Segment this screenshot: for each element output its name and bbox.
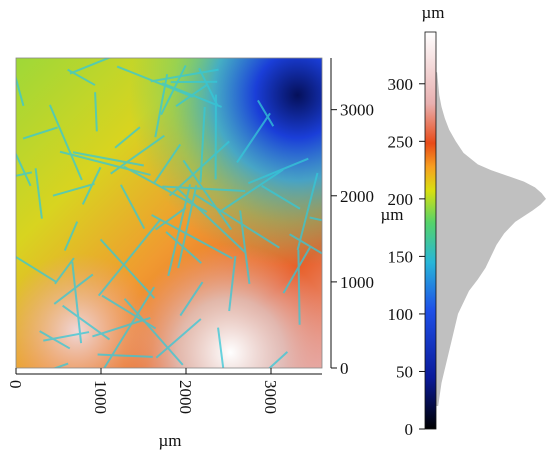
crack-line (296, 172, 319, 251)
crack-line (81, 166, 102, 205)
crack-line (176, 187, 246, 254)
crack-line (34, 168, 43, 219)
crack-line (194, 193, 280, 249)
x-axis: 0 1000 2000 3000 (6, 368, 322, 414)
y-tick-label: 0 (340, 359, 349, 378)
crack-line (103, 286, 155, 368)
crack-line (297, 249, 301, 325)
crack-line (218, 168, 284, 214)
colorbar-ticks: 0 50 100 150 200 250 300 (388, 75, 425, 439)
x-axis-label: µm (158, 431, 181, 450)
crack-line (97, 353, 153, 358)
height-map-frame (15, 57, 323, 369)
crack-line (114, 126, 141, 149)
crack-line (169, 140, 230, 197)
crack-line (198, 67, 219, 107)
crack-line (71, 261, 83, 344)
crack-line (119, 184, 146, 230)
y-axis-label: µm (380, 205, 403, 224)
crack-line (99, 238, 156, 299)
y-axis: 0 1000 2000 3000 (330, 58, 374, 378)
crack-line (257, 99, 275, 127)
y-tick-label: 2000 (340, 187, 374, 206)
height-histogram (436, 72, 546, 406)
crack-line (177, 185, 198, 269)
colorbar-tick-label: 150 (388, 247, 414, 266)
colorbar-tick-label: 0 (405, 420, 414, 439)
crack-line (69, 58, 112, 75)
crack-line (154, 73, 169, 138)
colorbar-tick-label: 250 (388, 132, 414, 151)
x-tick-label: 3000 (261, 380, 280, 414)
crack-line (162, 185, 246, 192)
crack-line (248, 157, 309, 185)
crack-line (236, 112, 271, 163)
crack-line (261, 184, 301, 210)
height-map-low-region (16, 58, 322, 368)
crack-line (182, 159, 233, 231)
crack-line (16, 255, 58, 284)
crack-line (155, 206, 187, 231)
colorbar-tick-label: 100 (388, 305, 414, 324)
x-tick-label: 1000 (91, 380, 110, 414)
crack-line (16, 75, 25, 107)
crack-line (239, 210, 251, 285)
colorbar-unit: µm (421, 3, 444, 22)
crack-line (67, 68, 96, 86)
y-tick-label: 3000 (340, 101, 374, 120)
crack-line (167, 184, 192, 277)
crack-line (72, 151, 144, 167)
crack-line (63, 221, 79, 251)
crack-line (53, 273, 94, 305)
crack-line (110, 134, 165, 175)
colorbar (425, 32, 436, 429)
crack-line (123, 298, 184, 366)
crack-line (59, 150, 151, 176)
colorbar-frame (424, 31, 437, 430)
crack-line (153, 143, 182, 184)
crack-line (43, 331, 90, 342)
crack-network (16, 58, 322, 368)
height-map (16, 58, 322, 368)
x-tick-label: 0 (6, 380, 25, 389)
crack-line (217, 327, 225, 368)
crack-line (22, 126, 58, 140)
crack-line (62, 304, 111, 341)
colorbar-tick-label: 50 (396, 362, 413, 381)
y-tick-label: 1000 (340, 273, 374, 292)
crack-line (150, 68, 219, 83)
crack-line (48, 104, 83, 181)
crack-line (155, 318, 202, 359)
crack-line (309, 216, 322, 222)
crack-line (97, 219, 162, 297)
crack-line (268, 351, 289, 368)
x-tick-label: 2000 (176, 380, 195, 414)
crack-line (116, 65, 194, 98)
crack-line (199, 106, 206, 183)
crack-line (52, 362, 69, 368)
colorbar-tick-label: 200 (388, 190, 414, 209)
crack-line (289, 233, 322, 255)
crack-line (282, 246, 312, 294)
crack-line (94, 92, 98, 132)
crack-line (52, 182, 95, 197)
colorbar-tick-label: 300 (388, 75, 414, 94)
crack-line (39, 330, 71, 350)
crack-line (54, 257, 75, 285)
crack-line (228, 256, 237, 312)
crack-line (179, 281, 204, 317)
